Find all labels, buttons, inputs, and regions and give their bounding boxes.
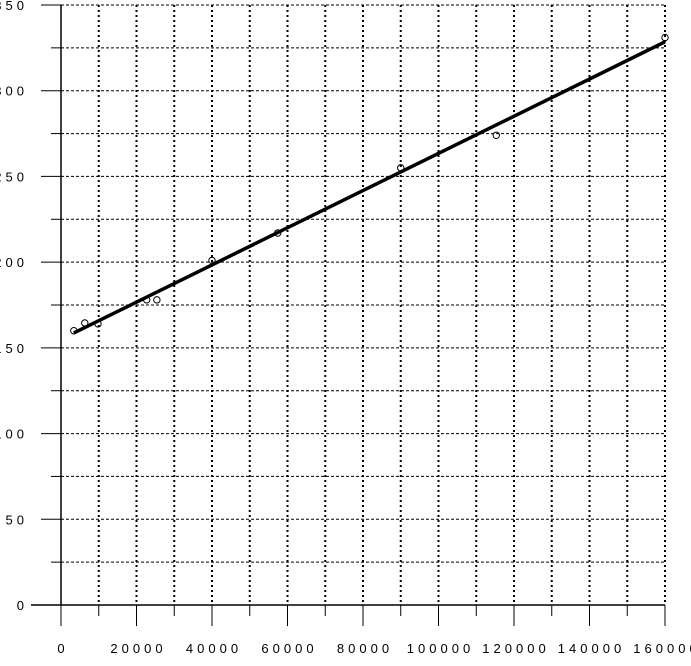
y-tick-label: 0 <box>17 598 28 613</box>
x-tick-label: 140000 <box>558 641 625 656</box>
y-tick-label: 250 <box>0 169 28 184</box>
x-tick-label: 120000 <box>482 641 549 656</box>
data-point <box>70 327 78 335</box>
x-tick-label: 100000 <box>407 641 474 656</box>
y-tick-label: 200 <box>0 255 28 270</box>
x-tick-label: 60000 <box>261 641 317 656</box>
y-tick-label: 300 <box>0 84 28 99</box>
x-tick-label: 20000 <box>110 641 166 656</box>
data-point <box>94 320 102 328</box>
x-tick-label: 80000 <box>337 641 393 656</box>
y-tick-label: 100 <box>0 427 28 442</box>
fit-line <box>73 40 666 335</box>
data-point <box>81 319 89 327</box>
data-point <box>492 131 500 139</box>
x-tick-label: 40000 <box>186 641 242 656</box>
data-point <box>153 296 161 304</box>
data-point <box>661 33 669 42</box>
data-point <box>397 164 405 172</box>
y-tick-label: 350 <box>0 0 28 13</box>
data-point <box>273 229 282 237</box>
data-point <box>208 256 216 265</box>
data-point <box>142 296 151 304</box>
x-tick-label: 0 <box>57 641 68 656</box>
y-tick-label: 50 <box>6 512 28 527</box>
y-tick-label: 150 <box>0 341 28 356</box>
